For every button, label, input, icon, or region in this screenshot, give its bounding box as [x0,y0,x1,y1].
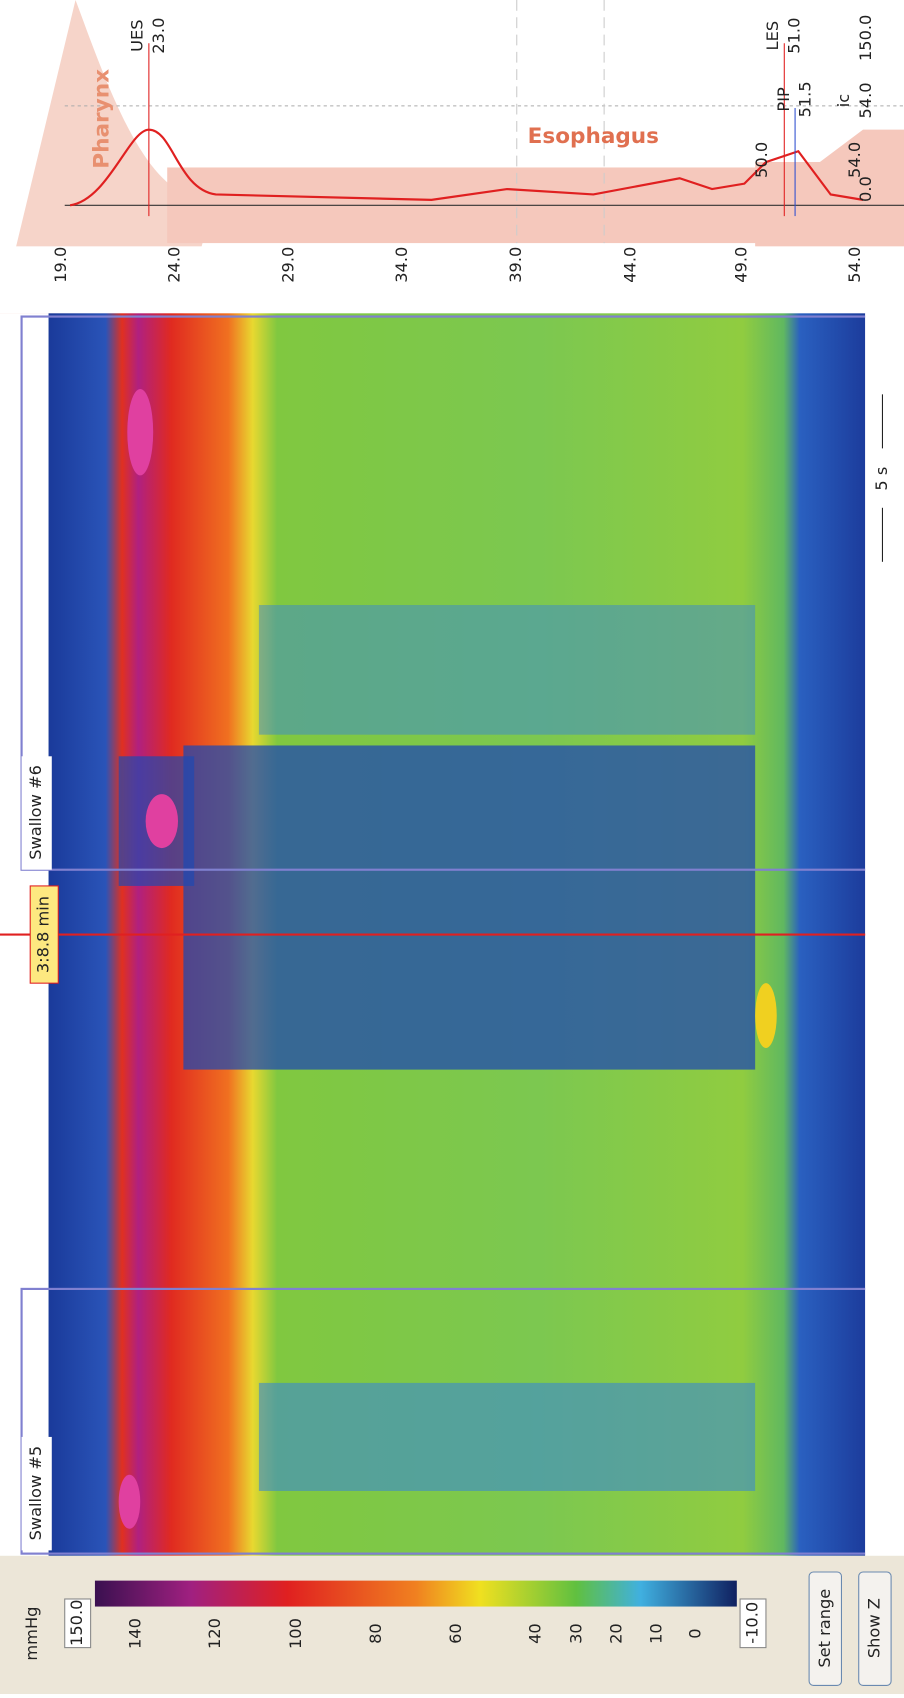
heatmap-peak [119,1475,141,1529]
marker-value: 54.0 [845,142,864,178]
button-label[interactable]: Show Z [864,1598,883,1658]
colorbar-tick-label: 120 [205,1618,224,1649]
unit-label: mmHg [22,1607,41,1661]
heatmap-peak [755,983,777,1048]
button-label[interactable]: Set range [815,1589,834,1668]
heatmap-low [183,745,755,1069]
swallow-label: Swallow #5 [26,1446,45,1541]
region-label: Pharynx [89,69,114,169]
region-label: Esophagus [528,124,659,149]
colorbar-tick-label: 0 [685,1628,704,1638]
colorbar-tick-label: 140 [125,1618,144,1649]
marker-label: ic [834,94,853,107]
marker-value: 51.0 [785,18,804,54]
colorbar-tick-label: 40 [526,1623,545,1644]
scale-bar-label: 5 s [872,467,891,491]
marker-label: UES [128,19,147,51]
sensor-label: 39.0 [506,247,525,283]
max-label: 150.0 [67,1600,86,1646]
sensor-label: 19.0 [51,247,70,283]
colorbar-tick-label: 80 [366,1623,385,1644]
colorbar [95,1581,737,1607]
sensor-label: 49.0 [732,247,751,283]
sensor-axis [0,246,904,313]
swallow-label: Swallow #6 [26,765,45,860]
margin [865,313,904,1555]
axis-min: 0.0 [856,176,875,202]
screen: Pharynx Esophagus UES23.0 LES51.0 PIP51.5 5… [0,0,904,1694]
sensor-label: 29.0 [279,247,298,283]
marker-value: 23.0 [149,18,168,54]
colorbar-tick-label: 10 [646,1623,665,1644]
marker-label: LES [763,21,782,51]
heatmap-peak [127,389,153,475]
sensor-label: 34.0 [392,247,411,283]
marker-label: PIP [774,87,793,112]
heatmap-peak [146,794,178,848]
heatmap-low [259,1383,755,1491]
sensor-label: 54.0 [845,247,864,283]
colorbar-tick-label: 20 [607,1623,626,1644]
marker-value: 54.0 [856,82,875,118]
colorbar-tick-label: 30 [567,1623,586,1644]
sensor-label: 24.0 [164,247,183,283]
marker-value: 50.0 [752,142,771,178]
colorbar-tick-label: 100 [286,1618,305,1649]
heatmap-low [259,605,755,735]
axis-max: 150.0 [856,15,875,61]
min-label: -10.0 [743,1602,762,1644]
time-cursor-label: 3:8.8 min [34,896,53,973]
marker-value: 51.5 [795,81,814,117]
colorbar-tick-label: 60 [446,1623,465,1644]
sensor-label: 44.0 [621,247,640,283]
